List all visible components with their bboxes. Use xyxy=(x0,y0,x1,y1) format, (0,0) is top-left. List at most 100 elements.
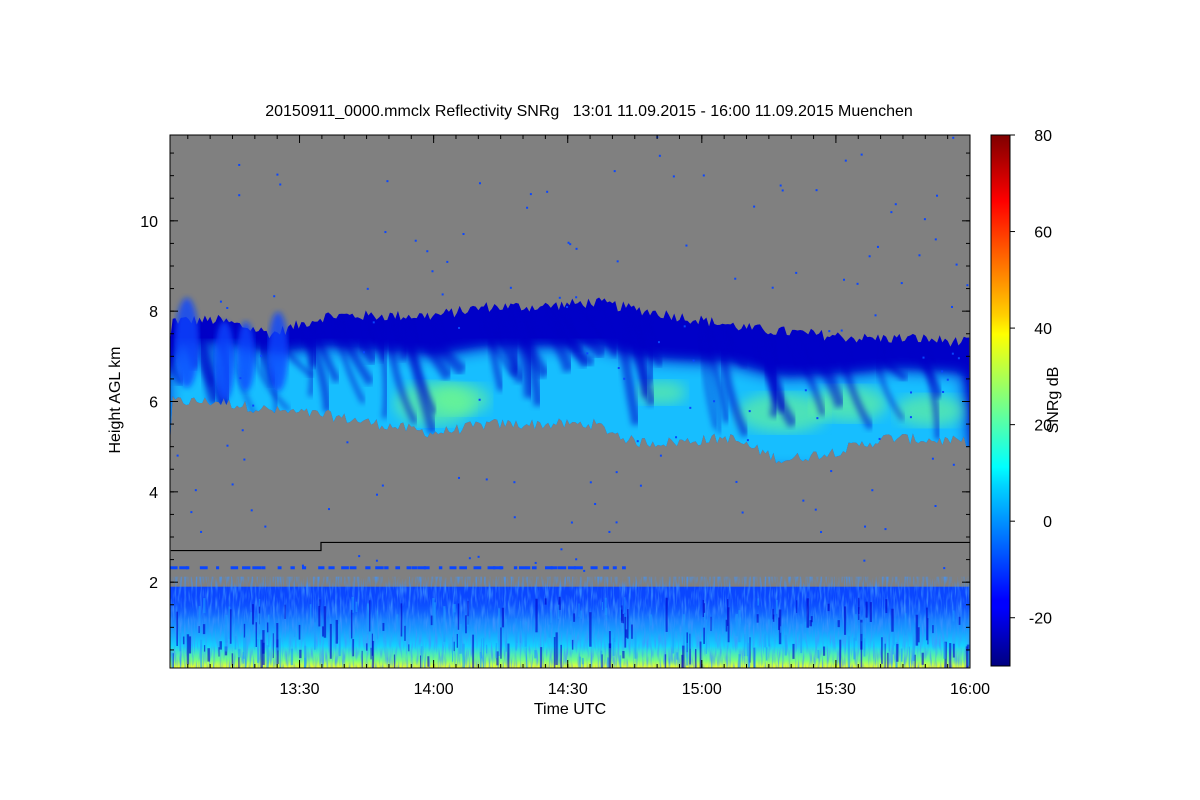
fall-streak xyxy=(503,304,536,398)
bl-streak xyxy=(505,619,507,652)
clutter-segment xyxy=(230,566,239,570)
bl-streak xyxy=(198,606,201,625)
x-tick-label: 16:00 xyxy=(950,681,990,698)
bl-streak xyxy=(243,623,246,638)
bl-streak xyxy=(257,613,261,630)
bl-streak xyxy=(735,613,738,637)
clutter-segment xyxy=(438,566,443,570)
noise-speck xyxy=(941,370,944,373)
bl-streak xyxy=(304,657,306,668)
noise-speck xyxy=(570,521,573,524)
noise-speck xyxy=(900,282,903,285)
bl-streak xyxy=(581,657,584,665)
fall-streak xyxy=(619,305,658,407)
bl-streak xyxy=(430,615,434,626)
bl-streak xyxy=(682,614,685,646)
clutter-segment xyxy=(574,566,583,570)
noise-speck xyxy=(613,170,616,173)
noise-speck xyxy=(815,189,818,192)
bl-streak xyxy=(525,647,527,668)
bl-streak xyxy=(350,609,353,639)
bl-streak xyxy=(355,601,358,613)
colorbar-ticks: -20 0 20 40 60 80 xyxy=(1010,128,1052,628)
bl-streak xyxy=(810,616,813,623)
bl-streak xyxy=(224,624,228,652)
clutter-segment xyxy=(341,566,349,570)
bl-streak xyxy=(605,607,608,621)
convective-cell xyxy=(268,311,289,392)
clutter-segment xyxy=(567,566,576,570)
bl-streak xyxy=(738,610,741,643)
clutter-segment xyxy=(513,566,518,570)
bl-streak xyxy=(837,620,840,628)
bl-streak xyxy=(921,652,924,665)
colorbar-tick-label: 20 xyxy=(1034,418,1052,435)
clutter-segment xyxy=(544,566,553,570)
clutter-segment xyxy=(518,566,527,570)
bl-streak xyxy=(779,626,782,633)
x-axis-label: Time UTC xyxy=(534,701,606,718)
noise-speck xyxy=(226,306,229,309)
bl-streak xyxy=(914,654,916,668)
noise-speck xyxy=(952,136,955,139)
clutter-segment xyxy=(242,566,251,570)
bl-streak xyxy=(228,606,231,640)
bl-streak xyxy=(266,622,270,633)
bl-streak xyxy=(949,643,952,668)
fall-streak xyxy=(297,320,321,369)
colorbar-tick-label: 80 xyxy=(1034,128,1052,145)
fall-streak xyxy=(531,303,575,373)
noise-speck xyxy=(477,555,480,558)
clutter-segment xyxy=(531,566,537,570)
noise-speck xyxy=(636,440,639,443)
noise-speck xyxy=(468,557,471,560)
bl-streak xyxy=(462,643,465,668)
clutter-segment xyxy=(417,566,426,570)
bl-streak xyxy=(915,614,919,646)
fall-streak xyxy=(801,330,846,409)
bl-streak xyxy=(806,598,809,628)
bl-streak xyxy=(367,603,369,635)
noise-speck xyxy=(560,548,563,551)
noise-speck xyxy=(462,233,465,236)
fall-streak xyxy=(711,321,748,369)
bl-streak xyxy=(467,600,469,625)
noise-speck xyxy=(918,254,921,257)
noise-speck xyxy=(675,436,678,439)
bl-streak xyxy=(498,631,501,657)
bl-streak xyxy=(453,604,456,613)
bl-streak xyxy=(251,604,255,625)
noise-speck xyxy=(955,263,958,266)
fall-streak xyxy=(416,315,454,381)
bl-streak xyxy=(927,618,929,645)
bl-streak xyxy=(276,623,279,648)
bl-streak xyxy=(262,630,265,654)
noise-speck xyxy=(615,521,618,524)
bl-streak xyxy=(314,622,316,650)
noise-speck xyxy=(250,509,253,512)
clutter-segment xyxy=(395,566,401,570)
clutter-segment xyxy=(384,566,389,570)
clutter-segment xyxy=(612,566,617,570)
bl-streak xyxy=(290,648,294,666)
bl-streak xyxy=(578,603,580,617)
fall-streak xyxy=(584,300,619,357)
bl-streak xyxy=(372,640,375,668)
noise-speck xyxy=(264,525,267,528)
bl-streak xyxy=(958,616,961,625)
colorbar-tick-label: 0 xyxy=(1043,514,1052,531)
noise-speck xyxy=(713,400,716,403)
noise-speck xyxy=(876,245,879,248)
clutter-segment xyxy=(406,566,412,570)
noise-speck xyxy=(513,481,516,484)
bl-streak xyxy=(188,636,192,654)
noise-speck xyxy=(874,314,877,317)
noise-speck xyxy=(814,508,817,511)
cloud-core-max xyxy=(894,394,965,427)
bl-streak xyxy=(382,622,385,631)
bl-streak xyxy=(664,654,667,668)
noise-speck xyxy=(575,558,578,561)
bl-streak xyxy=(749,637,751,663)
noise-speck xyxy=(863,559,866,562)
noise-speck xyxy=(426,250,429,253)
